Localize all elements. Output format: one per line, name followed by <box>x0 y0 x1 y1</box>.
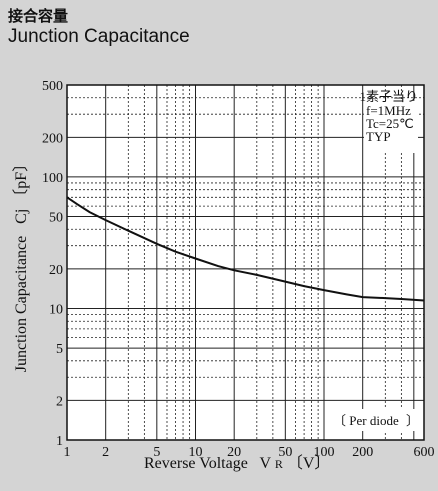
condition-typ: TYP <box>366 129 391 144</box>
y-tick-label: 2 <box>56 394 63 409</box>
y-tick-label: 20 <box>49 263 63 278</box>
y-tick-label: 100 <box>42 171 63 186</box>
y-tick-label: 50 <box>49 211 63 226</box>
x-axis-unit: 〔V〕 <box>287 454 331 472</box>
bracket-close: 〕 <box>406 413 419 428</box>
chart-panel: 接合容量 Junction Capacitance 1 2 5 10 20 50 100 20… <box>4 2 434 489</box>
note-per-element: 1素子当り <box>359 89 418 104</box>
y-tick-label: 5 <box>56 342 63 357</box>
x-axis-label: Reverse Voltage V R 〔V〕 <box>144 454 330 472</box>
annotation-box <box>329 409 419 431</box>
grid-lines <box>67 85 424 440</box>
x-tick-label: 200 <box>352 445 373 460</box>
capacitance-curve <box>66 196 425 302</box>
x-tick-label: 10 <box>189 445 203 460</box>
y-tick-label: 200 <box>42 131 63 146</box>
chart-title-en: Junction Capacitance <box>8 26 190 47</box>
x-tick-label: 50 <box>278 445 292 460</box>
condition-temperature: Tc=25℃ <box>366 116 414 131</box>
y-axis-unit: 〔pF〕 <box>12 156 30 205</box>
conditions-box <box>364 101 418 153</box>
x-tick-label: 100 <box>314 445 335 460</box>
y-axis-symbol: Cj <box>13 209 30 224</box>
x-tick-label: 5 <box>153 445 160 460</box>
chart-svg: 1 2 5 10 20 50 100 200 600 1 2 5 10 20 50 100 200 500 1素子… <box>12 79 434 472</box>
x-axis-label-text: Reverse Voltage <box>144 455 248 472</box>
y-tick-label: 500 <box>42 79 63 94</box>
y-tick-label: 10 <box>49 302 63 317</box>
y-tick-label: 1 <box>56 434 63 449</box>
x-tick-label: 20 <box>227 445 241 460</box>
x-tick-label: 1 <box>64 445 71 460</box>
y-axis-label: Junction Capacitance Cj 〔pF〕 <box>12 156 30 372</box>
x-axis-symbol: V <box>260 455 272 472</box>
condition-frequency: f=1MHz <box>366 103 411 118</box>
y-axis-label-text: Junction Capacitance <box>13 236 30 372</box>
plot-frame <box>66 84 425 441</box>
chart-title-jp: 接合容量 <box>8 7 69 25</box>
x-tick-label: 600 <box>414 445 435 460</box>
x-axis-subscript: R <box>275 457 283 471</box>
annotation-per-diode: Per diode <box>349 413 399 428</box>
x-tick-label: 2 <box>102 445 109 460</box>
bracket-open: 〔 <box>333 413 346 428</box>
tick-labels: 1 2 5 10 20 50 100 200 600 1 2 5 10 20 50 100 200 500 <box>42 79 434 460</box>
